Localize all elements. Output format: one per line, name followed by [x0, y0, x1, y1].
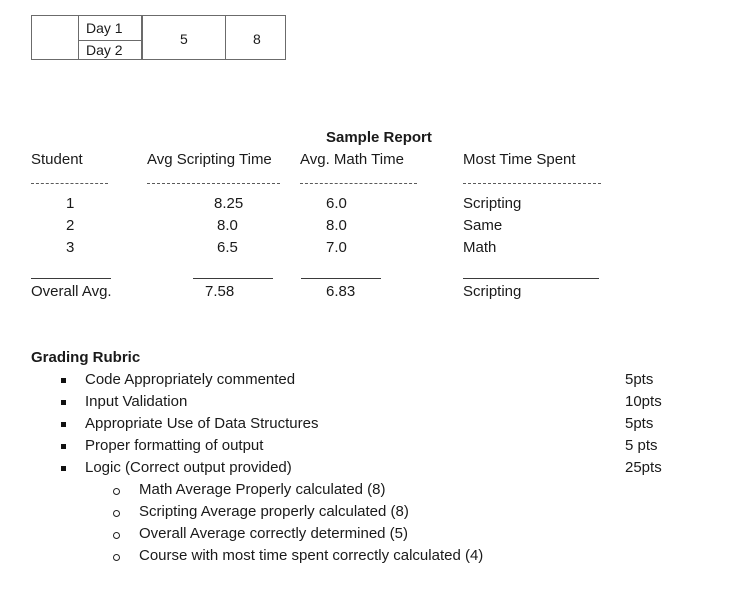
table-divider: [142, 16, 143, 59]
scripting-cell: 8.25: [214, 195, 244, 212]
rubric-points: 5 pts: [625, 437, 658, 454]
column-header: Most Time Spent: [463, 151, 576, 168]
day-cell: Day 2: [78, 40, 142, 60]
math-cell: 6.0: [326, 195, 347, 212]
column-header: Avg Scripting Time: [147, 151, 272, 168]
most-time-cell: Same: [463, 217, 503, 234]
rubric-title: Grading Rubric: [31, 349, 141, 366]
day-cell: Day 1: [78, 16, 142, 40]
overall-label: Overall Avg.: [31, 283, 112, 300]
rubric-points: 5pts: [625, 371, 654, 388]
rubric-item: Logic (Correct output provided): [85, 459, 292, 476]
total-separator: [463, 278, 599, 279]
circle-bullet-icon: [113, 532, 120, 539]
column-header: Student: [31, 151, 83, 168]
most-time-cell: Math: [463, 239, 497, 256]
rubric-subitem: Course with most time spent correctly ca…: [139, 547, 484, 564]
student-cell: 1: [66, 195, 75, 212]
header-underline: [31, 183, 108, 184]
total-separator: [301, 278, 381, 279]
rubric-points: 10pts: [625, 393, 662, 410]
circle-bullet-icon: [113, 488, 120, 495]
math-cell: 8.0: [326, 217, 347, 234]
rubric-subitem: Math Average Properly calculated (8): [139, 481, 386, 498]
rubric-points: 25pts: [625, 459, 662, 476]
header-underline: [147, 183, 280, 184]
total-separator: [31, 278, 111, 279]
rubric-subitem: Scripting Average properly calculated (8…: [139, 503, 409, 520]
rubric-item: Code Appropriately commented: [85, 371, 296, 388]
square-bullet-icon: [61, 400, 66, 405]
overall-scripting: 7.58: [205, 283, 235, 300]
column-header: Avg. Math Time: [300, 151, 404, 168]
table-divider: [225, 16, 226, 59]
day-table: Day 1 Day 2 5 8: [31, 15, 286, 60]
student-cell: 3: [66, 239, 75, 256]
header-underline: [463, 183, 601, 184]
scripting-cell: 6.5: [217, 239, 238, 256]
report-title: Sample Report: [326, 129, 432, 146]
square-bullet-icon: [61, 422, 66, 427]
rubric-item: Input Validation: [85, 393, 188, 410]
square-bullet-icon: [61, 378, 66, 383]
total-separator: [193, 278, 273, 279]
header-underline: [300, 183, 417, 184]
math-cell: 7.0: [326, 239, 347, 256]
table-cell-value: 8: [253, 31, 261, 47]
square-bullet-icon: [61, 466, 66, 471]
scripting-cell: 8.0: [217, 217, 238, 234]
rubric-points: 5pts: [625, 415, 654, 432]
square-bullet-icon: [61, 444, 66, 449]
rubric-subitem: Overall Average correctly determined (5): [139, 525, 409, 542]
student-cell: 2: [66, 217, 75, 234]
rubric-item: Proper formatting of output: [85, 437, 264, 454]
circle-bullet-icon: [113, 510, 120, 517]
circle-bullet-icon: [113, 554, 120, 561]
rubric-item: Appropriate Use of Data Structures: [85, 415, 319, 432]
overall-most-time: Scripting: [463, 283, 522, 300]
overall-math: 6.83: [326, 283, 356, 300]
table-cell-value: 5: [180, 31, 188, 47]
most-time-cell: Scripting: [463, 195, 522, 212]
